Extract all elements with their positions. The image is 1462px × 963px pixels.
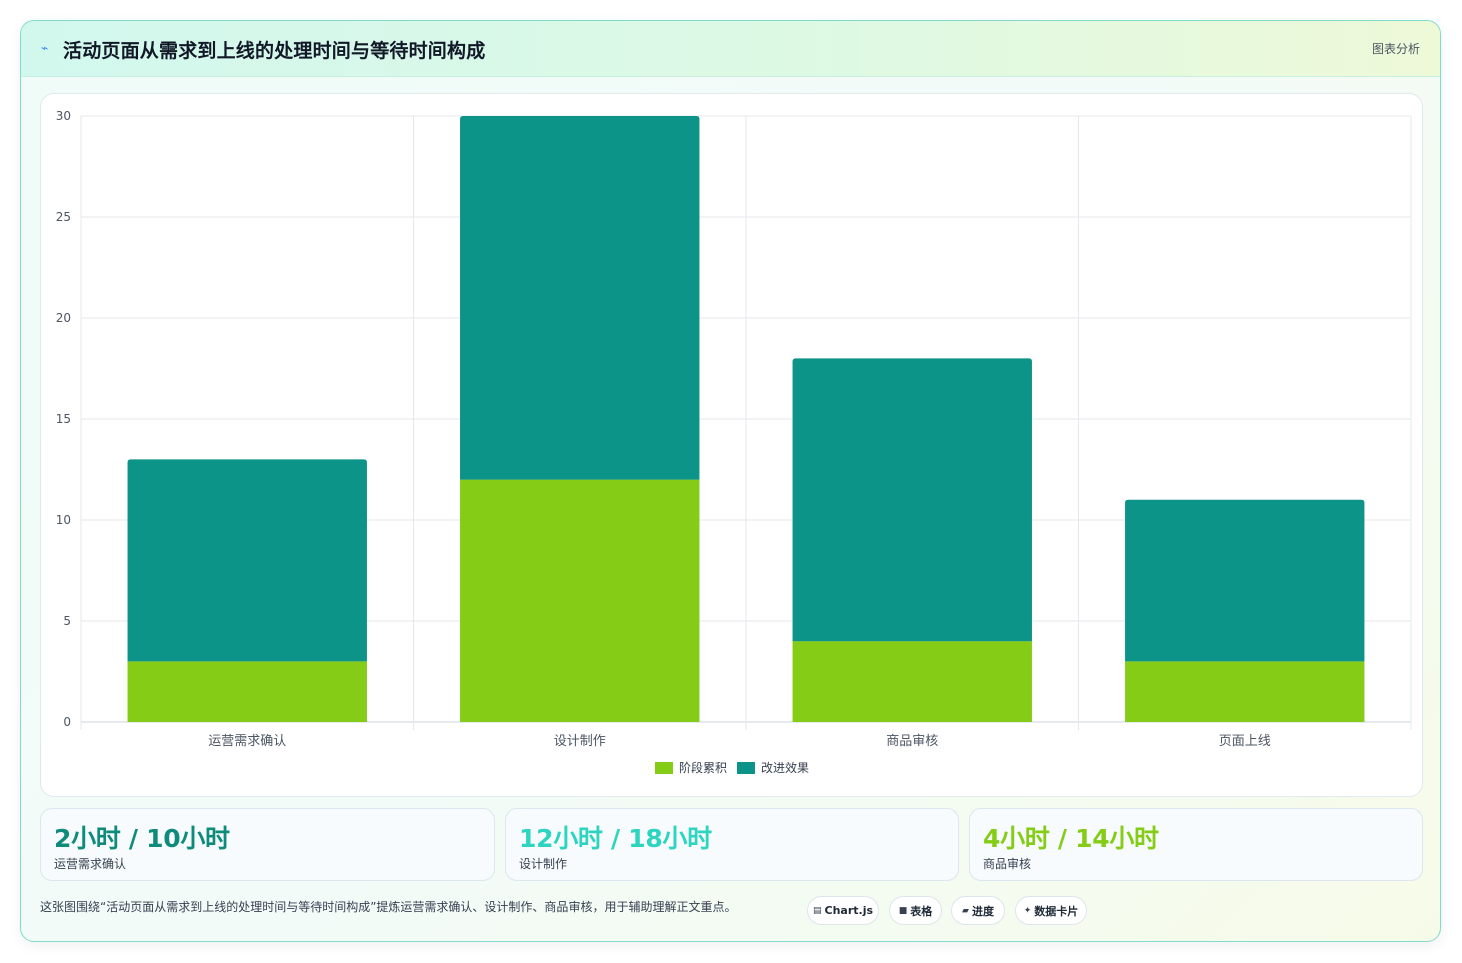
pill-table[interactable]: ■ 表格 xyxy=(889,896,942,925)
y-tick-label: 5 xyxy=(63,614,71,628)
y-tick-label: 15 xyxy=(56,412,71,426)
kpi-label: 运营需求确认 xyxy=(54,857,127,871)
legend-label: 阶段累积 xyxy=(679,760,727,775)
chart-caption: 这张图围绕“活动页面从需求到上线的处理时间与等待时间构成”提炼运营需求确认、设计… xyxy=(40,900,737,914)
legend-swatch xyxy=(737,762,755,774)
pill-label: Chart.js xyxy=(824,904,874,917)
pill-chartjs[interactable]: ▤ Chart.js xyxy=(807,896,879,925)
chart-card: ⌁ 活动页面从需求到上线的处理时间与等待时间构成 图表分析 0 5 10 15 20 25… xyxy=(20,20,1441,942)
pill-label: 进度 xyxy=(971,904,994,918)
x-tick-label: 设计制作 xyxy=(554,734,606,749)
bar-segment xyxy=(127,661,367,722)
x-tick-label: 商品审核 xyxy=(886,734,938,749)
chart-tag: 图表分析 xyxy=(1371,42,1420,56)
chart-area: 0 5 10 15 20 25 30 运营需求确认 设计制作 商品审核 页面上线阶段累积 改进效果 xyxy=(40,93,1423,797)
pill-label: 数据卡片 xyxy=(1034,904,1079,918)
y-tick-label: 10 xyxy=(56,513,71,527)
chart-icon: ▤ xyxy=(812,905,822,916)
lightning-icon: ⌁ xyxy=(41,41,49,55)
bar-segment xyxy=(1125,661,1365,722)
bar-segment xyxy=(127,459,367,662)
bar-segment xyxy=(792,358,1032,642)
bar-segment xyxy=(792,641,1032,722)
y-tick-label: 30 xyxy=(56,109,71,123)
x-tick-label: 页面上线 xyxy=(1219,734,1271,749)
kpi-value: 12小时 / 18小时 xyxy=(519,824,712,853)
bar-segment xyxy=(1125,499,1365,662)
bar-segment xyxy=(460,479,700,722)
progress-icon: ▰ xyxy=(962,905,969,916)
kpi-card: 2小时 / 10小时 运营需求确认 xyxy=(40,808,495,881)
bar-segment xyxy=(460,116,700,480)
chart-title: 活动页面从需求到上线的处理时间与等待时间构成 xyxy=(63,40,486,62)
pill-progress[interactable]: ▰ 进度 xyxy=(951,896,1005,925)
kpi-card: 12小时 / 18小时 设计制作 xyxy=(505,808,959,881)
table-icon: ■ xyxy=(898,905,908,916)
kpi-card: 4小时 / 14小时 商品审核 xyxy=(969,808,1423,881)
kpi-label: 设计制作 xyxy=(519,857,568,871)
kpi-value: 4小时 / 14小时 xyxy=(983,824,1159,853)
y-tick-label: 25 xyxy=(56,210,71,224)
card-header: ⌁ 活动页面从需求到上线的处理时间与等待时间构成 图表分析 xyxy=(21,21,1440,77)
card-icon: ✦ xyxy=(1023,905,1032,916)
pill-data-card[interactable]: ✦ 数据卡片 xyxy=(1015,896,1087,925)
kpi-value: 2小时 / 10小时 xyxy=(54,824,230,853)
x-tick-label: 运营需求确认 xyxy=(208,734,286,749)
legend-label: 改进效果 xyxy=(761,760,809,775)
kpi-label: 商品审核 xyxy=(983,857,1032,871)
legend-swatch xyxy=(655,762,673,774)
y-tick-label: 0 xyxy=(63,715,71,729)
y-tick-label: 20 xyxy=(56,311,71,325)
pill-label: 表格 xyxy=(910,904,933,918)
